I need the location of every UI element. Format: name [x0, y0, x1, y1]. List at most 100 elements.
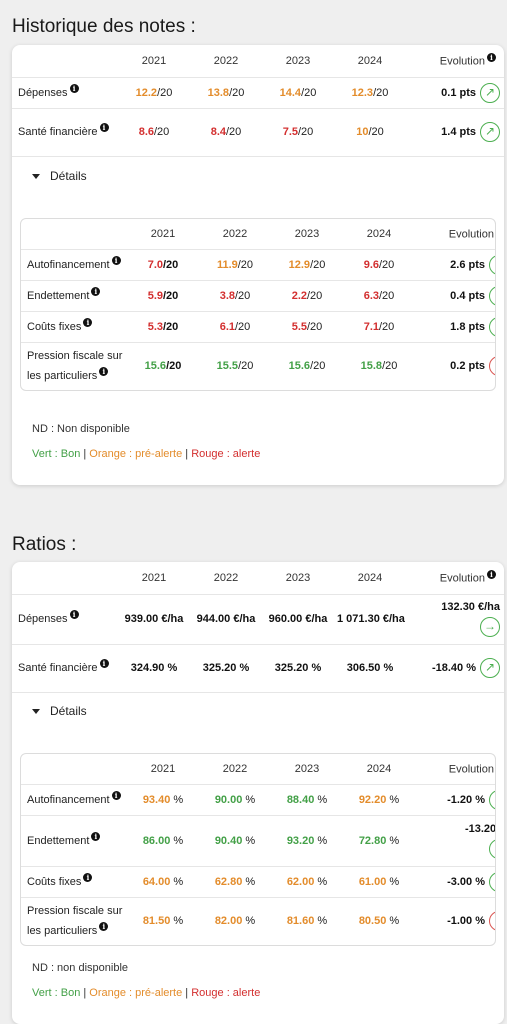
value-cell: 15.6/20	[127, 342, 199, 390]
value-suffix: /20	[301, 86, 317, 99]
row-label-text: Pression fiscale sur les particuliers	[27, 905, 123, 937]
row-label: Endettement i	[21, 280, 127, 312]
value-suffix: %	[386, 875, 400, 888]
value-cell: 81.50 %	[127, 897, 199, 945]
value-suffix: %	[170, 875, 184, 888]
value-suffix: %	[170, 834, 184, 847]
notes-legend: Vert : Bon | Orange : pré-alerte | Rouge…	[32, 448, 260, 460]
value-cell: 61.00 %	[343, 866, 415, 898]
info-icon[interactable]: i	[99, 922, 109, 932]
value-cell: 1 071.30 €/ha	[334, 594, 406, 645]
info-icon[interactable]: i	[69, 610, 79, 620]
notes-details-toggle[interactable]: Détails	[32, 169, 87, 183]
value-cell: 64.00 %	[127, 866, 199, 898]
value: 7.5	[282, 126, 298, 138]
year-header: 2023	[262, 562, 334, 595]
header-empty-cell	[21, 219, 127, 250]
row-label: Coûts fixes i	[21, 866, 127, 898]
value: 62.00	[286, 875, 315, 888]
evolution-cell: 1.4 pts ↗	[406, 108, 504, 157]
value: 7.0	[147, 258, 163, 271]
value-cell: 80.50 %	[343, 897, 415, 945]
value-suffix: /20	[237, 258, 254, 271]
info-icon[interactable]: i	[83, 317, 93, 327]
row-label-text: Pression fiscale sur les particuliers	[27, 350, 123, 382]
value-suffix: /20	[157, 86, 173, 99]
notes-details-panel: 2021202220232024EvolutioniAutofinancemen…	[20, 218, 496, 391]
notes-nd-label: ND : Non disponible	[32, 423, 130, 435]
value-cell: 62.00 %	[271, 866, 343, 898]
trend-arrow-icon[interactable]: ↗	[489, 789, 495, 810]
header-empty-cell	[12, 45, 118, 78]
value: 61.00	[358, 875, 387, 888]
value-suffix: /20	[298, 126, 314, 138]
trend-arrow-icon[interactable]: ↗	[489, 254, 495, 275]
trend-arrow-icon[interactable]: ↗	[489, 316, 495, 337]
value-cell: 13.8/20	[190, 77, 262, 109]
value-suffix: /20	[382, 360, 398, 372]
value-cell: 6.1/20	[199, 311, 271, 343]
info-icon[interactable]: i	[111, 790, 121, 800]
value-cell: 960.00 €/ha	[262, 594, 334, 645]
value-cell: 86.00 %	[127, 815, 199, 867]
value-suffix: %	[386, 834, 400, 847]
value-suffix: /20	[235, 289, 251, 302]
evolution-cell: -3.00 % ↗	[415, 866, 495, 898]
evolution-value: 0.2 pts	[450, 359, 485, 372]
value-suffix: /20	[163, 289, 179, 302]
info-icon[interactable]: i	[91, 286, 101, 296]
value-cell: 90.00 %	[199, 784, 271, 816]
ratios-card: 2021 2022 2023 2024 Evolution i Dépenses i 939.0…	[12, 562, 504, 1024]
value-suffix: %	[170, 915, 184, 927]
row-label: Dépenses i	[12, 594, 118, 645]
value-suffix: %	[314, 834, 328, 847]
row-label: Pression fiscale sur les particuliers i	[21, 897, 127, 945]
evolution-label: Evolution	[439, 573, 485, 586]
trend-arrow-icon[interactable]: →	[489, 911, 495, 931]
info-icon[interactable]: i	[487, 570, 496, 580]
value-suffix: /20	[379, 320, 395, 333]
evolution-cell: -1.20 % ↗	[415, 784, 495, 816]
year-header: 2021	[118, 45, 190, 78]
value-suffix: %	[170, 793, 184, 806]
info-icon[interactable]: i	[99, 367, 109, 377]
value: 15.8	[360, 360, 383, 372]
info-icon[interactable]: i	[487, 53, 496, 63]
trend-arrow-icon[interactable]: ↗	[480, 82, 500, 103]
evolution-label: Evolution	[448, 764, 494, 777]
trend-arrow-icon[interactable]: →	[489, 285, 495, 306]
value: 15.6	[288, 360, 311, 372]
info-icon[interactable]: i	[83, 872, 93, 882]
notes-table: 2021 2022 2023 2024 Evolution i Dépenses i 12.2/…	[12, 45, 504, 157]
value-cell: 8.4/20	[190, 108, 262, 157]
trend-arrow-icon[interactable]: ↗	[480, 658, 500, 678]
year-header: 2024	[334, 562, 406, 595]
trend-arrow-icon[interactable]: →	[489, 356, 495, 376]
info-icon[interactable]: i	[111, 255, 121, 265]
value: 8.6	[138, 126, 154, 138]
ratios-details-toggle[interactable]: Détails	[32, 704, 87, 718]
year-header: 2024	[343, 754, 415, 785]
info-icon[interactable]: i	[91, 831, 101, 841]
trend-arrow-icon[interactable]: ↗	[489, 838, 495, 859]
ratios-section-title: Ratios :	[12, 534, 77, 555]
value: 81.50	[142, 915, 171, 927]
info-icon[interactable]: i	[69, 83, 79, 93]
trend-arrow-icon[interactable]: ↗	[489, 871, 495, 892]
info-icon[interactable]: i	[99, 123, 109, 133]
value-cell: 3.8/20	[199, 280, 271, 312]
notes-details-table: 2021202220232024EvolutioniAutofinancemen…	[21, 219, 495, 390]
value-cell: 15.6/20	[271, 342, 343, 390]
value: 93.20	[286, 834, 315, 847]
value-suffix: %	[242, 875, 256, 888]
value: 15.5	[216, 360, 239, 372]
info-icon[interactable]: i	[99, 659, 109, 669]
trend-arrow-icon[interactable]: ↗	[480, 122, 500, 142]
trend-arrow-icon[interactable]: →	[480, 617, 500, 637]
value-cell: 88.40 %	[271, 784, 343, 816]
value-suffix: %	[386, 915, 400, 927]
value: 306.50 %	[346, 662, 394, 674]
value-cell: 93.40 %	[127, 784, 199, 816]
value: 2.2	[291, 289, 307, 302]
